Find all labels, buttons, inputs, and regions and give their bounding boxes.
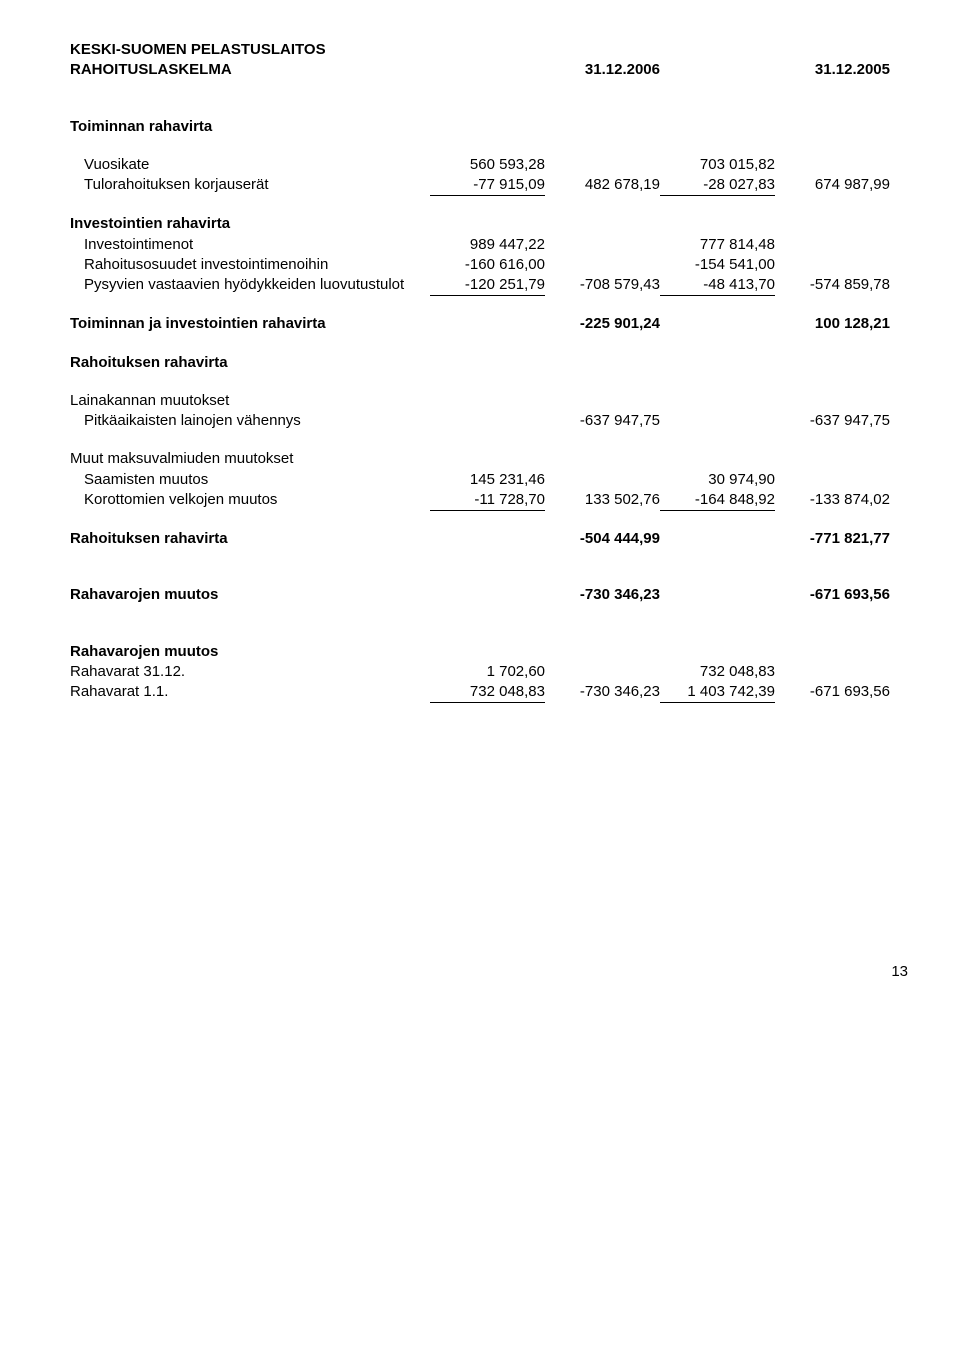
table-row: Korottomien velkojen muutos-11 728,70133… bbox=[70, 490, 910, 511]
cell: 989 447,22 bbox=[430, 235, 545, 255]
cell: -730 346,23 bbox=[545, 682, 660, 702]
row-label: Pysyvien vastaavien hyödykkeiden luovutu… bbox=[70, 275, 430, 295]
date-2006: 31.12.2006 bbox=[545, 60, 660, 80]
cell: -574 859,78 bbox=[775, 275, 890, 295]
cell: -48 413,70 bbox=[660, 275, 775, 296]
cell: -77 915,09 bbox=[430, 175, 545, 196]
cell: -11 728,70 bbox=[430, 490, 545, 511]
cell: 1 403 742,39 bbox=[660, 682, 775, 703]
table-row: Rahoitusosuudet investointimenoihin-160 … bbox=[70, 255, 910, 275]
cell: 560 593,28 bbox=[430, 155, 545, 175]
section-heading: Toiminnan rahavirta bbox=[70, 117, 910, 137]
cell: 777 814,48 bbox=[660, 235, 775, 255]
row-label: Korottomien velkojen muutos bbox=[70, 490, 430, 510]
table-row: Investointimenot989 447,22 777 814,48 bbox=[70, 235, 910, 255]
section-heading: Rahoituksen rahavirta bbox=[70, 353, 910, 373]
row-label: Saamisten muutos bbox=[70, 470, 430, 490]
subtotal-row: Rahoituksen rahavirta -504 444,99 -771 8… bbox=[70, 529, 910, 549]
date-2005: 31.12.2005 bbox=[775, 60, 890, 80]
cell: 703 015,82 bbox=[660, 155, 775, 175]
row-label: Tulorahoituksen korjauserät bbox=[70, 175, 430, 195]
table-row: Pysyvien vastaavien hyödykkeiden luovutu… bbox=[70, 275, 910, 296]
section-heading: Investointien rahavirta bbox=[70, 214, 910, 234]
org-name: KESKI-SUOMEN PELASTUSLAITOS bbox=[70, 40, 910, 60]
cell: -637 947,75 bbox=[775, 411, 890, 431]
row-label: Pitkäaikaisten lainojen vähennys bbox=[70, 411, 430, 431]
subtotal-row: Rahavarojen muutos -730 346,23 -671 693,… bbox=[70, 585, 910, 605]
cell: -671 693,56 bbox=[775, 682, 890, 702]
cell: 482 678,19 bbox=[545, 175, 660, 195]
table-row: Rahavarat 31.12.1 702,60 732 048,83 bbox=[70, 662, 910, 682]
table-row: Tulorahoituksen korjauserät-77 915,09482… bbox=[70, 175, 910, 196]
row-label: Rahoitusosuudet investointimenoihin bbox=[70, 255, 430, 275]
row-label: Vuosikate bbox=[70, 155, 430, 175]
row-label: Rahavarat 1.1. bbox=[70, 682, 430, 702]
table-row: Vuosikate560 593,28 703 015,82 bbox=[70, 155, 910, 175]
section-heading: Lainakannan muutokset bbox=[70, 391, 910, 411]
section-heading: Muut maksuvalmiuden muutokset bbox=[70, 449, 910, 469]
row-label: Rahavarat 31.12. bbox=[70, 662, 430, 682]
section-heading: Rahavarojen muutos bbox=[70, 642, 910, 662]
org-text: KESKI-SUOMEN PELASTUSLAITOS bbox=[70, 40, 430, 60]
cell: 732 048,83 bbox=[660, 662, 775, 682]
cell: -154 541,00 bbox=[660, 255, 775, 275]
cell: -160 616,00 bbox=[430, 255, 545, 275]
title-row: RAHOITUSLASKELMA 31.12.2006 31.12.2005 bbox=[70, 60, 910, 80]
cell: 732 048,83 bbox=[430, 682, 545, 703]
title-text: RAHOITUSLASKELMA bbox=[70, 60, 430, 80]
table-row: Saamisten muutos145 231,46 30 974,90 bbox=[70, 470, 910, 490]
table-row: Rahavarat 1.1.732 048,83-730 346,231 403… bbox=[70, 682, 910, 703]
cell: 145 231,46 bbox=[430, 470, 545, 490]
cell: -120 251,79 bbox=[430, 275, 545, 296]
page-number: 13 bbox=[70, 963, 910, 980]
cell: -637 947,75 bbox=[545, 411, 660, 431]
table-row: Pitkäaikaisten lainojen vähennys -637 947… bbox=[70, 411, 910, 431]
cell: -28 027,83 bbox=[660, 175, 775, 196]
cell: 1 702,60 bbox=[430, 662, 545, 682]
subtotal-row: Toiminnan ja investointien rahavirta -22… bbox=[70, 314, 910, 334]
cell: 674 987,99 bbox=[775, 175, 890, 195]
cell: -708 579,43 bbox=[545, 275, 660, 295]
cell: -164 848,92 bbox=[660, 490, 775, 511]
cell: 133 502,76 bbox=[545, 490, 660, 510]
cell: 30 974,90 bbox=[660, 470, 775, 490]
row-label: Investointimenot bbox=[70, 235, 430, 255]
cell: -133 874,02 bbox=[775, 490, 890, 510]
